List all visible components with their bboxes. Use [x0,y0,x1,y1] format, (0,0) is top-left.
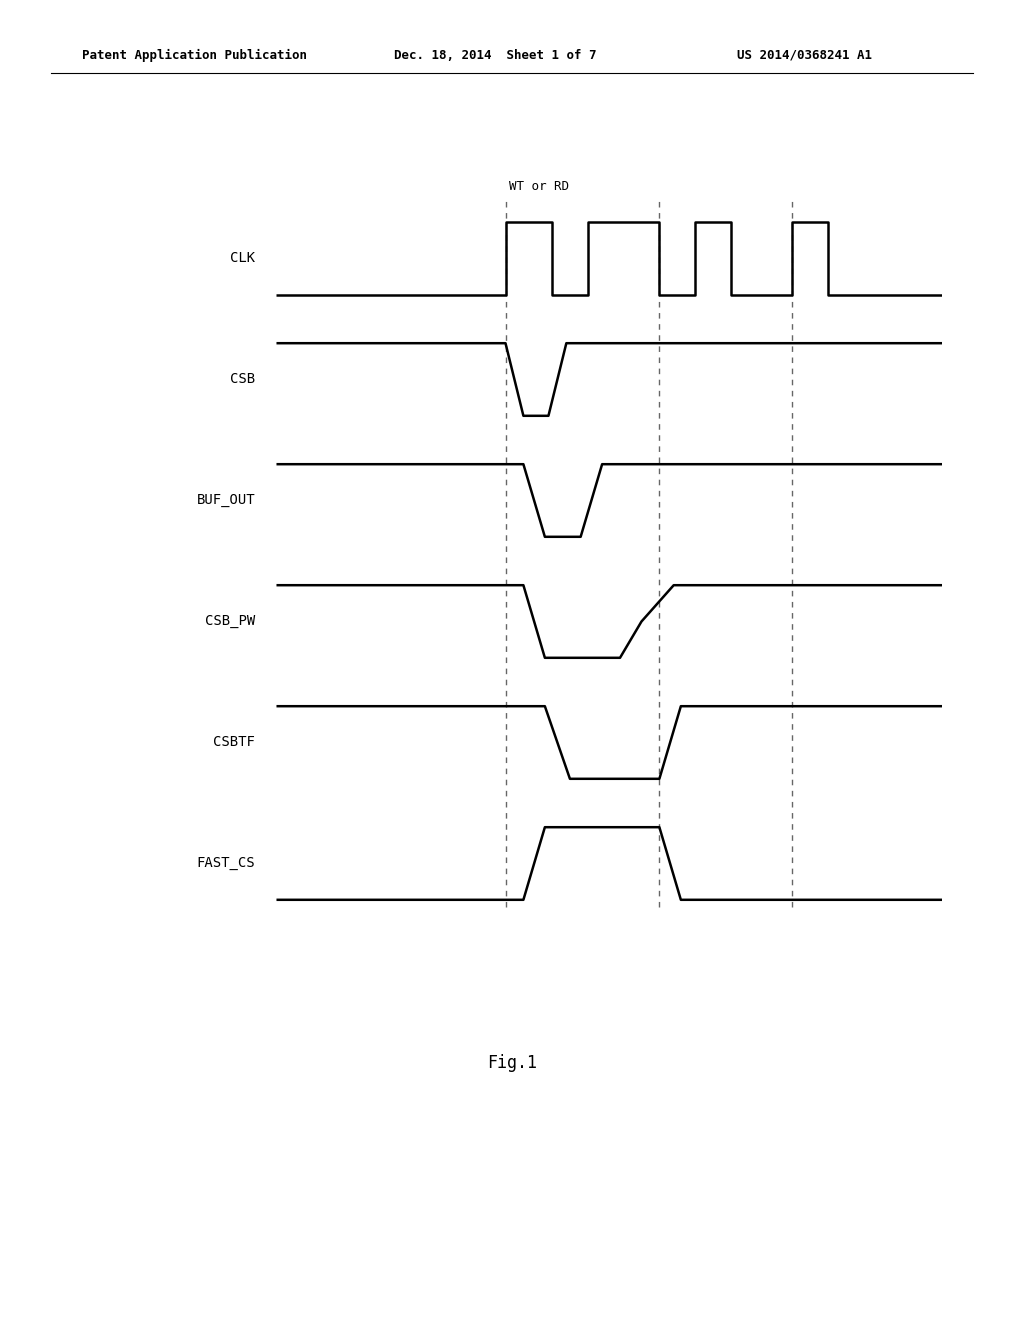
Text: CSBTF: CSBTF [213,735,255,750]
Text: Dec. 18, 2014  Sheet 1 of 7: Dec. 18, 2014 Sheet 1 of 7 [394,49,597,62]
Text: Fig.1: Fig.1 [487,1053,537,1072]
Text: BUF_OUT: BUF_OUT [197,494,255,507]
Text: WT or RD: WT or RD [509,180,569,193]
Text: Patent Application Publication: Patent Application Publication [82,49,307,62]
Text: CSB_PW: CSB_PW [205,615,255,628]
Text: US 2014/0368241 A1: US 2014/0368241 A1 [737,49,872,62]
Text: CSB: CSB [229,372,255,387]
Text: CLK: CLK [229,252,255,265]
Text: FAST_CS: FAST_CS [197,857,255,870]
